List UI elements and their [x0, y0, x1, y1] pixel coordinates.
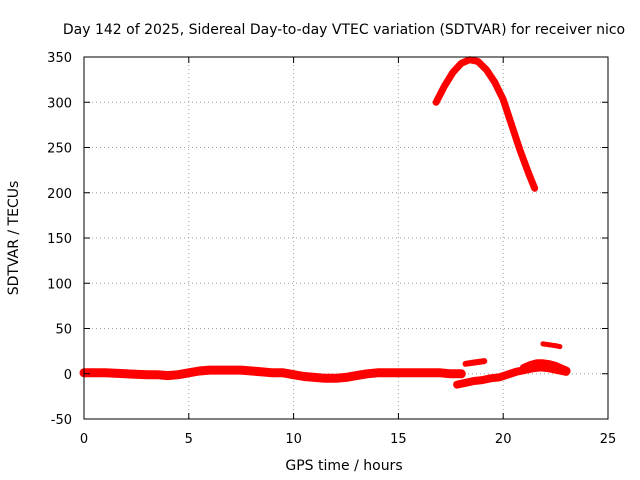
data-point [196, 368, 202, 374]
data-point [374, 370, 380, 376]
data-point [504, 372, 510, 378]
data-point [475, 59, 481, 64]
data-point [509, 122, 515, 128]
y-axis-label: SDTVAR / TECUs [6, 181, 22, 296]
data-point [481, 358, 487, 364]
y-tick-label: 250 [47, 142, 72, 157]
series-mid-segment [462, 358, 488, 367]
data-point [479, 377, 485, 383]
data-point [270, 370, 276, 376]
data-point [238, 367, 244, 373]
data-point [496, 374, 502, 380]
y-tick-label: 350 [47, 51, 72, 66]
data-point [450, 69, 456, 75]
data-point [144, 372, 150, 378]
data-point [488, 375, 494, 381]
chart-title: Day 142 of 2025, Sidereal Day-to-day VTE… [63, 22, 625, 38]
data-point [280, 370, 286, 376]
data-point [527, 363, 533, 369]
data-point [540, 341, 546, 347]
data-point [475, 359, 481, 365]
data-point [534, 361, 540, 367]
data-point [354, 373, 359, 379]
data-point [217, 367, 223, 373]
y-tick-label: 50 [55, 323, 72, 338]
data-point [259, 369, 265, 375]
data-point [483, 67, 489, 73]
data-point [546, 342, 552, 348]
data-point [186, 370, 192, 376]
data-point [454, 382, 460, 388]
data-point [333, 375, 338, 381]
x-tick-label: 25 [600, 432, 617, 447]
y-tick-label: 150 [47, 232, 72, 247]
data-point [322, 375, 328, 381]
data-point [442, 83, 447, 89]
data-point [312, 374, 318, 380]
data-point [553, 343, 559, 349]
data-series [79, 56, 571, 389]
data-point [249, 368, 255, 374]
x-tick-label: 10 [285, 432, 302, 447]
data-point [563, 368, 569, 374]
x-tick-label: 5 [185, 432, 193, 447]
data-point [395, 370, 401, 376]
data-point [228, 367, 234, 373]
data-point [102, 370, 108, 376]
data-point [521, 365, 527, 371]
data-point [540, 361, 546, 367]
data-point [364, 371, 370, 377]
y-tick-label: 200 [47, 187, 72, 202]
data-point [175, 372, 181, 378]
data-point [154, 372, 160, 378]
y-tick-label: -50 [51, 413, 72, 428]
y-tick-label: 0 [64, 368, 72, 383]
data-point [416, 370, 422, 376]
data-point [433, 99, 439, 105]
data-point [437, 370, 443, 376]
x-tick-label: 20 [495, 432, 512, 447]
x-axis-label: GPS time / hours [285, 458, 402, 474]
data-point [500, 97, 506, 102]
data-point [525, 170, 531, 176]
y-tick-label: 300 [47, 96, 72, 111]
data-point [532, 185, 538, 191]
data-point [463, 361, 468, 367]
data-point [469, 360, 475, 366]
data-point [546, 362, 552, 368]
data-point [458, 60, 464, 66]
data-point [553, 364, 559, 369]
data-point [467, 57, 473, 63]
data-point [492, 79, 498, 85]
data-point [513, 369, 519, 375]
data-point [448, 371, 454, 377]
data-point [301, 374, 307, 379]
series-arc [432, 56, 539, 192]
data-point [123, 371, 129, 377]
data-point [517, 147, 523, 153]
data-point [291, 372, 297, 378]
x-tick-label: 0 [80, 432, 88, 447]
data-point [343, 374, 349, 380]
data-point [559, 366, 565, 372]
data-point [165, 373, 171, 379]
x-tick-label: 15 [390, 432, 407, 447]
data-point [557, 344, 563, 350]
y-tick-label: 100 [47, 277, 72, 292]
axis-ticks: 0 5 10 15 20 25 -50 0 50 100 150 200 250 300 350 [47, 51, 616, 447]
data-point [471, 378, 477, 384]
data-point [463, 380, 468, 386]
data-point [458, 371, 464, 377]
data-point [207, 367, 213, 373]
